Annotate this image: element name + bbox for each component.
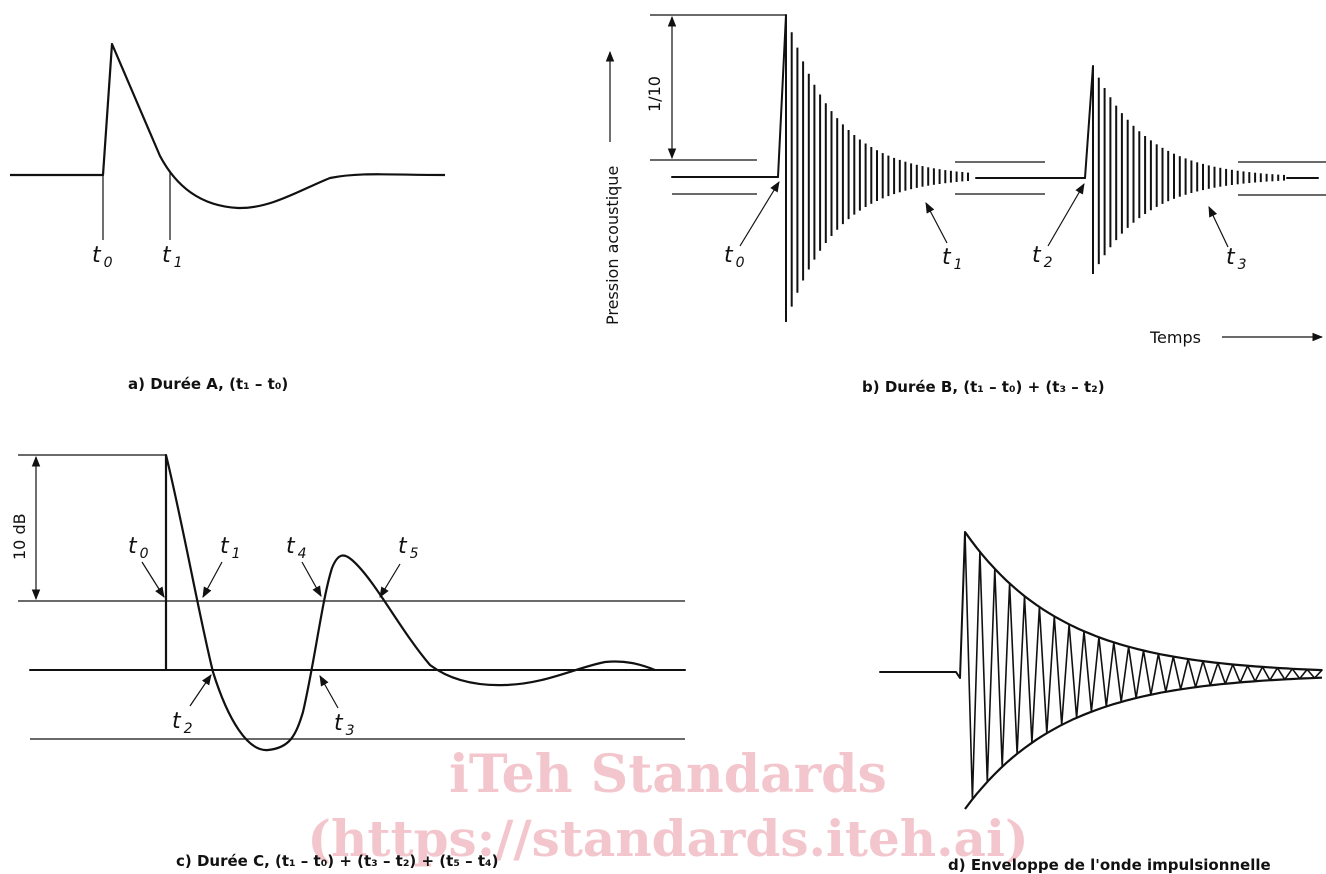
panel-b-y-axis-label: Pression acoustique	[603, 166, 622, 325]
panel-c-t1-arrow	[202, 561, 223, 598]
panel-b-x-axis-label: Temps	[1149, 328, 1201, 347]
watermark: iTeh Standards (https://standards.iteh.a…	[307, 744, 1028, 868]
panel-b-t2-arrow	[1047, 183, 1085, 247]
panel-b-rise-2	[1084, 65, 1094, 179]
panel-d-onset	[879, 531, 966, 679]
panel-b-burst-1	[785, 15, 969, 322]
panel-c-t2-arrow	[189, 674, 212, 707]
watermark-line2: (https://standards.iteh.ai)	[307, 809, 1028, 868]
panel-a-caption: a) Durée A, (t₁ – t₀)	[128, 375, 288, 393]
watermark-line1: iTeh Standards	[449, 744, 887, 805]
panel-c-waveform	[164, 453, 656, 752]
panel-c-t5-arrow	[379, 563, 401, 598]
panel-b-t1-arrow	[925, 202, 948, 244]
panel-d-envelope-lower	[964, 676, 1323, 810]
panel-c-caption: c) Durée C, (t₁ – t₀) + (t₃ – t₂) + (t₅ …	[176, 852, 498, 870]
panel-d: d) Enveloppe de l'onde impulsionnelle	[879, 531, 1323, 874]
panel-b-burst-2	[1092, 66, 1285, 274]
panel-c-t0-arrow	[141, 561, 165, 598]
panel-d-oscillation	[964, 531, 1323, 800]
panel-d-caption: d) Enveloppe de l'onde impulsionnelle	[948, 856, 1271, 874]
panel-c-t4-arrow	[301, 561, 322, 597]
panel-c-db-label: 10 dB	[10, 513, 29, 560]
panel-b-caption: b) Durée B, (t₁ – t₀) + (t₃ – t₂)	[862, 378, 1105, 396]
panel-b-ratio-label: 1/10	[645, 76, 664, 112]
panel-b-rise-1	[777, 14, 787, 178]
panel-d-envelope-upper	[964, 531, 1323, 672]
panel-b-t3-arrow	[1208, 206, 1229, 248]
panel-a-waveform	[10, 42, 446, 210]
panel-c-t3-arrow	[319, 675, 339, 709]
panel-b-t0-arrow	[739, 181, 780, 247]
